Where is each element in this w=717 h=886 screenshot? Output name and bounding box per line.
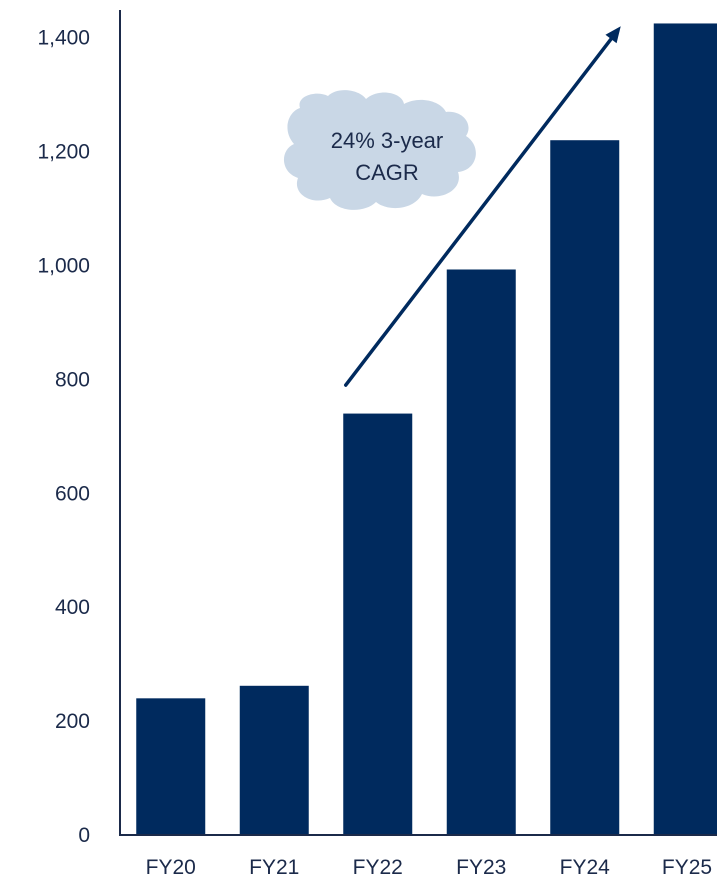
cagr-label-line-1: 24% 3-year xyxy=(331,128,444,153)
bar-fy22 xyxy=(343,413,413,835)
cagr-cloud-shape xyxy=(283,90,476,210)
y-tick-label: 1,200 xyxy=(37,141,90,164)
bar-fy23 xyxy=(446,269,516,835)
y-tick-label: 200 xyxy=(55,710,90,733)
x-tick-label: FY25 xyxy=(662,856,712,879)
x-tick-label: FY23 xyxy=(456,856,506,879)
x-tick-label: FY20 xyxy=(146,856,196,879)
y-tick-label: 400 xyxy=(55,596,90,619)
y-tick-label: 1,000 xyxy=(37,255,90,278)
cagr-label-line-2: CAGR xyxy=(355,160,419,185)
x-tick-label: FY22 xyxy=(353,856,403,879)
cagr-annotation: 24% 3-year CAGR xyxy=(283,26,621,387)
y-tick-label: 0 xyxy=(78,824,90,847)
bar-fy21 xyxy=(239,685,309,835)
x-axis-tick-labels: FY20 FY21 FY22 FY23 FY24 FY25 xyxy=(146,856,712,879)
x-tick-label: FY24 xyxy=(560,856,611,879)
cagr-arrow-shaft xyxy=(344,37,613,387)
cagr-arrow-head-icon xyxy=(605,26,621,44)
y-tick-label: 800 xyxy=(55,368,90,391)
x-tick-label: FY21 xyxy=(249,856,299,879)
bar-fy20 xyxy=(136,698,206,835)
y-axis-tick-labels: 0 200 400 600 800 1,000 1,200 1,400 xyxy=(37,27,90,847)
bar-fy25 xyxy=(653,23,717,835)
y-tick-label: 600 xyxy=(55,482,90,505)
y-tick-label: 1,400 xyxy=(37,27,90,50)
bars xyxy=(136,23,717,835)
bar-fy24 xyxy=(550,140,620,835)
